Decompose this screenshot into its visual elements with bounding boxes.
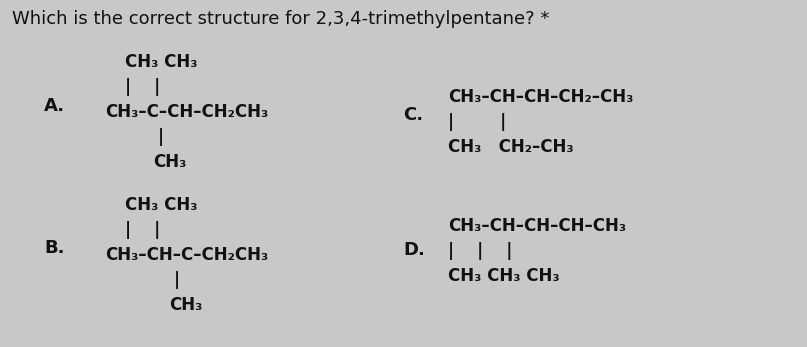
Text: Which is the correct structure for 2,3,4-trimethylpentane? *: Which is the correct structure for 2,3,4… [12,10,550,28]
Text: |: | [158,128,165,146]
Text: C.: C. [404,105,424,124]
Text: |: | [174,271,181,289]
Text: CH₃–CH–CH–CH₂–CH₃: CH₃–CH–CH–CH₂–CH₃ [448,88,633,106]
Text: |        |: | | [448,113,506,131]
Text: |    |: | | [125,78,161,96]
Text: D.: D. [404,241,425,259]
Text: |    |    |: | | | [448,242,512,260]
Text: CH₃–CH–C–CH₂CH₃: CH₃–CH–C–CH₂CH₃ [105,246,268,264]
Text: CH₃ CH₃ CH₃: CH₃ CH₃ CH₃ [448,266,559,285]
Text: B.: B. [44,239,65,257]
Text: CH₃: CH₃ [169,296,203,314]
Text: A.: A. [44,97,65,115]
Text: CH₃–CH–CH–CH–CH₃: CH₃–CH–CH–CH–CH₃ [448,217,626,235]
Text: CH₃–C–CH–CH₂CH₃: CH₃–C–CH–CH₂CH₃ [105,103,268,121]
Text: CH₃: CH₃ [153,153,186,171]
Text: CH₃ CH₃: CH₃ CH₃ [125,53,198,71]
Text: CH₃ CH₃: CH₃ CH₃ [125,196,198,214]
Text: CH₃   CH₂–CH₃: CH₃ CH₂–CH₃ [448,138,574,156]
Text: |    |: | | [125,221,161,239]
